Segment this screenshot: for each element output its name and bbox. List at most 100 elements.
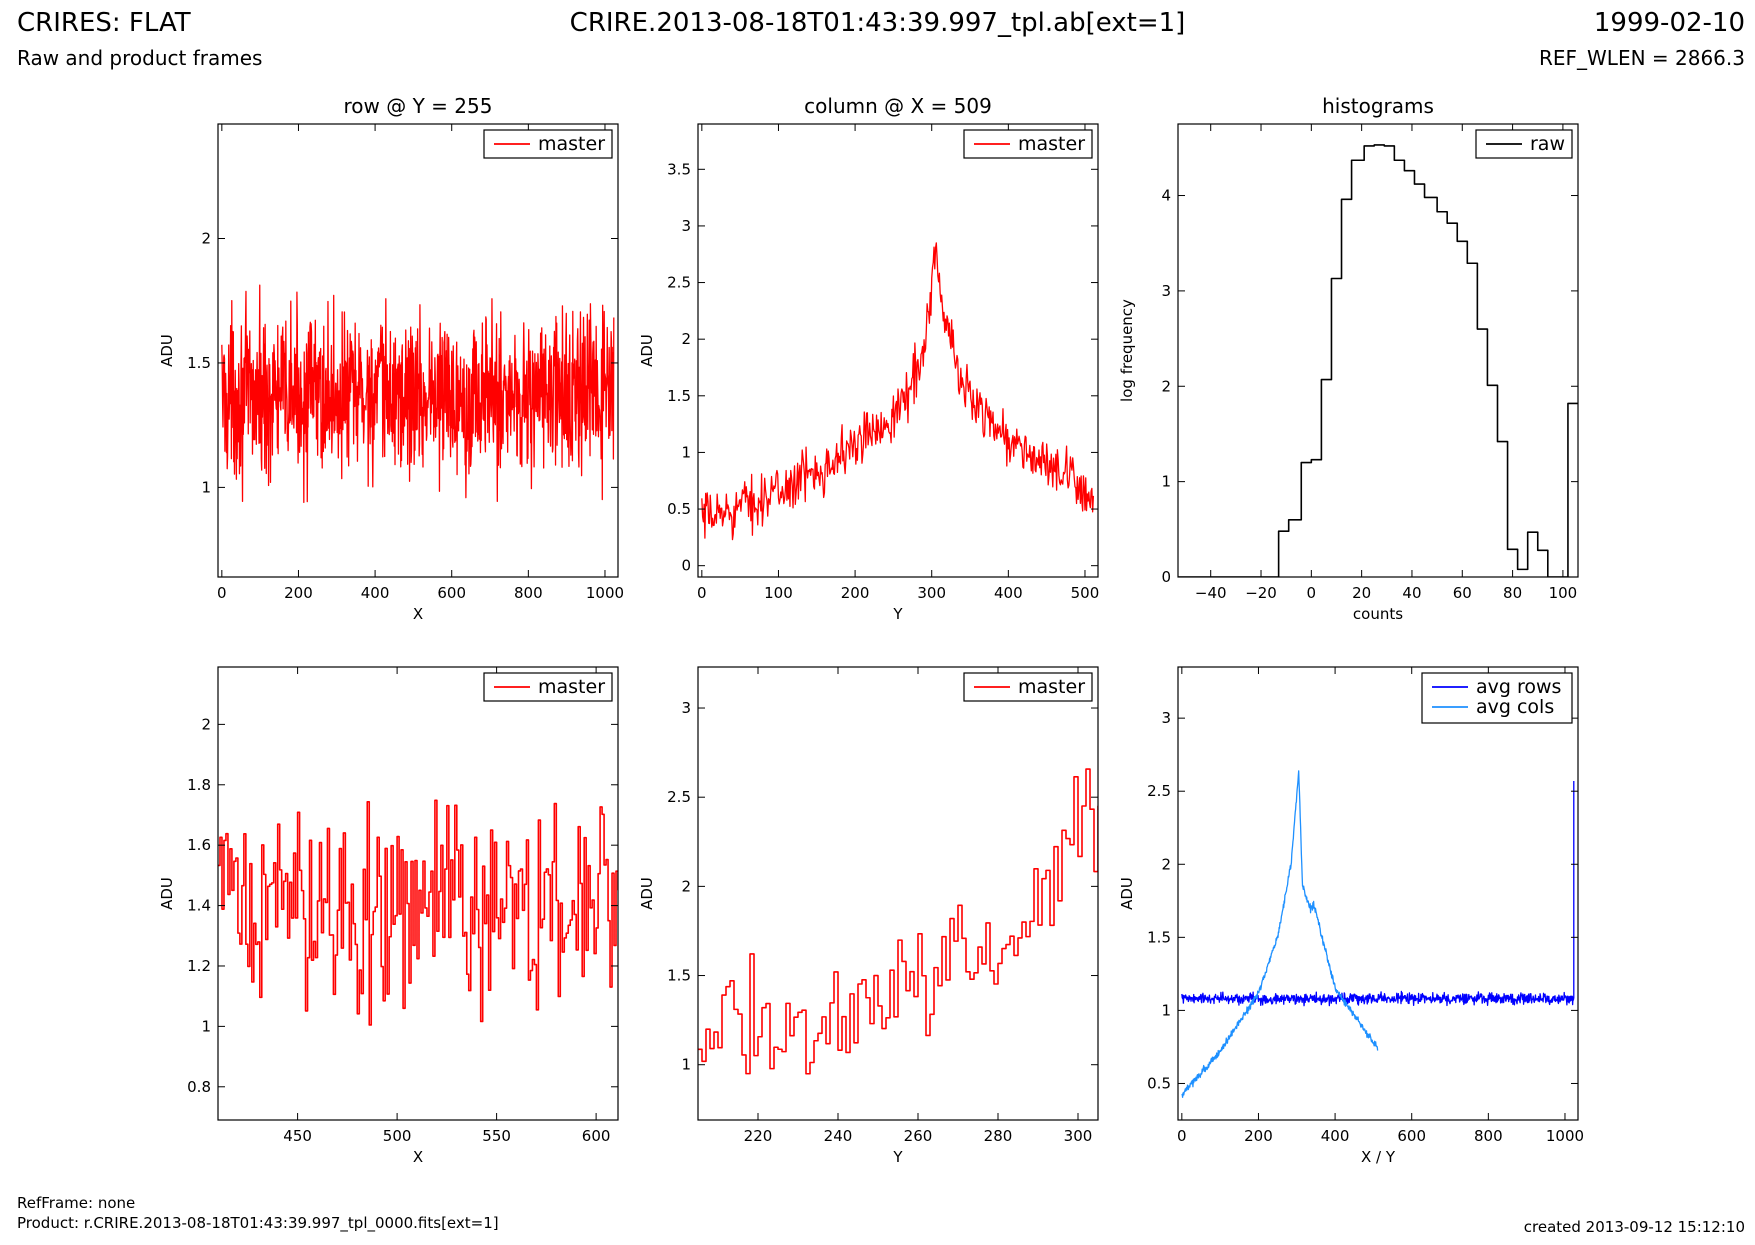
- y-tick-label: 3: [1161, 709, 1171, 727]
- x-axis-label: counts: [1353, 605, 1403, 623]
- y-tick-label: 1.5: [667, 967, 691, 985]
- y-axis-label: ADU: [638, 334, 656, 367]
- series-avg-rows: [1181, 780, 1575, 1007]
- x-tick-label: 200: [1244, 1127, 1273, 1145]
- x-tick-label: 600: [437, 584, 466, 602]
- x-tick-label: −20: [1245, 584, 1277, 602]
- x-tick-label: 400: [1321, 1127, 1350, 1145]
- x-tick-label: 800: [514, 584, 543, 602]
- x-tick-label: 450: [283, 1127, 312, 1145]
- y-tick-label: 0.8: [187, 1078, 211, 1096]
- refframe-label: RefFrame: none: [17, 1194, 136, 1212]
- y-tick-label: 1.6: [187, 836, 211, 854]
- x-tick-label: 0: [1307, 584, 1317, 602]
- series-raw: [1178, 144, 1578, 577]
- x-tick-label: 40: [1402, 584, 1421, 602]
- x-tick-label: 60: [1453, 584, 1472, 602]
- x-tick-label: 300: [917, 584, 946, 602]
- y-tick-label: 0: [1161, 568, 1171, 586]
- x-tick-label: 300: [1064, 1127, 1093, 1145]
- series-avg-cols: [1181, 770, 1379, 1098]
- y-axis-label: ADU: [638, 877, 656, 910]
- y-tick-label: 3: [681, 217, 691, 235]
- y-tick-label: 2.5: [667, 274, 691, 292]
- x-tick-label: 20: [1352, 584, 1371, 602]
- y-tick-label: 3.5: [667, 160, 691, 178]
- x-tick-label: 0: [1177, 1127, 1187, 1145]
- frame-title: CRIRE.2013-08-18T01:43:39.997_tpl.ab[ext…: [569, 8, 1186, 38]
- y-tick-label: 2.5: [667, 788, 691, 806]
- legend-label: master: [538, 133, 605, 155]
- product-label: Product: r.CRIRE.2013-08-18T01:43:39.997…: [17, 1214, 499, 1232]
- chart-title: histograms: [1322, 94, 1434, 118]
- series-master: [218, 799, 618, 1026]
- y-tick-label: 1: [681, 443, 691, 461]
- x-tick-label: 400: [994, 584, 1023, 602]
- histogram-plot: −40 −20 0 20 40 60 80 100 0 1 2 3 4 counts log frequen…: [1118, 94, 1579, 623]
- series-master: [698, 768, 1098, 1075]
- axes-frame: [697, 123, 1099, 578]
- x-tick-label: 800: [1474, 1127, 1503, 1145]
- x-tick-label: 100: [764, 584, 793, 602]
- y-tick-label: 2: [681, 330, 691, 348]
- axes-frame: [217, 123, 619, 578]
- y-tick-label: 1.2: [187, 957, 211, 975]
- legend-label: master: [1018, 133, 1085, 155]
- y-tick-label: 1.5: [667, 387, 691, 405]
- x-tick-label: 200: [841, 584, 870, 602]
- y-tick-label: 2: [201, 715, 211, 733]
- y-tick-label: 3: [681, 699, 691, 717]
- y-tick-label: 1: [1161, 1001, 1171, 1019]
- axes-frame: [697, 666, 1099, 1121]
- y-axis-label: log frequency: [1118, 299, 1136, 402]
- legend: master: [483, 129, 613, 159]
- x-tick-label: 100: [1549, 584, 1578, 602]
- y-tick-label: 1: [681, 1056, 691, 1074]
- y-tick-label: 1.5: [187, 354, 211, 372]
- x-axis-label: X: [413, 1148, 423, 1166]
- legend-box: [1421, 672, 1573, 724]
- y-tick-label: 2: [681, 877, 691, 895]
- y-tick-label: 1: [1161, 473, 1171, 491]
- y-tick-label: 2: [201, 229, 211, 247]
- chart-title: column @ X = 509: [804, 94, 992, 118]
- x-axis-label: X / Y: [1361, 1148, 1396, 1166]
- page-subtitle: Raw and product frames: [17, 46, 263, 70]
- date-label: 1999-02-10: [1593, 8, 1745, 38]
- y-tick-label: 0.5: [667, 500, 691, 518]
- x-tick-label: 500: [1071, 584, 1100, 602]
- average-plot: 0 200 400 600 800 1000 0.5 1 1.5 2 2.5 3 X / Y ADU avg…: [1118, 666, 1584, 1166]
- legend-label: raw: [1530, 133, 1565, 155]
- legend: raw: [1475, 129, 1573, 159]
- legend: master: [483, 672, 613, 702]
- row-plot: 0 200 400 600 800 1000 1 1.5 2 X ADU row @ Y = 255 m…: [158, 94, 624, 623]
- row-zoom-plot: 450 500 550 600 0.8 1 1.2 1.4 1.6 1.8 2 X ADU master: [158, 666, 619, 1166]
- legend-label: master: [538, 676, 605, 698]
- x-tick-label: 0: [217, 584, 227, 602]
- y-tick-label: 1.8: [187, 776, 211, 794]
- page-title: CRIRES: FLAT: [17, 8, 191, 38]
- x-tick-label: 1000: [1546, 1127, 1584, 1145]
- ref-wlen-label: REF_WLEN = 2866.3: [1538, 46, 1745, 70]
- y-tick-label: 3: [1161, 282, 1171, 300]
- x-tick-label: 1000: [586, 584, 624, 602]
- y-tick-label: 2: [1161, 377, 1171, 395]
- x-tick-label: 500: [383, 1127, 412, 1145]
- axes-frame: [1177, 123, 1579, 578]
- x-tick-label: 80: [1503, 584, 1522, 602]
- column-zoom-plot: 220 240 260 280 300 1 1.5 2 2.5 3 Y ADU master: [638, 666, 1099, 1166]
- x-tick-label: 0: [697, 584, 707, 602]
- x-tick-label: 220: [744, 1127, 773, 1145]
- series-master: [701, 242, 1095, 541]
- y-tick-label: 0: [681, 557, 691, 575]
- y-tick-label: 1.5: [1147, 928, 1171, 946]
- series-master: [221, 284, 615, 504]
- x-tick-label: 400: [361, 584, 390, 602]
- x-tick-label: 200: [284, 584, 313, 602]
- legend-label: avg rows: [1476, 676, 1561, 698]
- y-tick-label: 1: [201, 478, 211, 496]
- x-tick-label: 240: [824, 1127, 853, 1145]
- y-axis-label: ADU: [158, 877, 176, 910]
